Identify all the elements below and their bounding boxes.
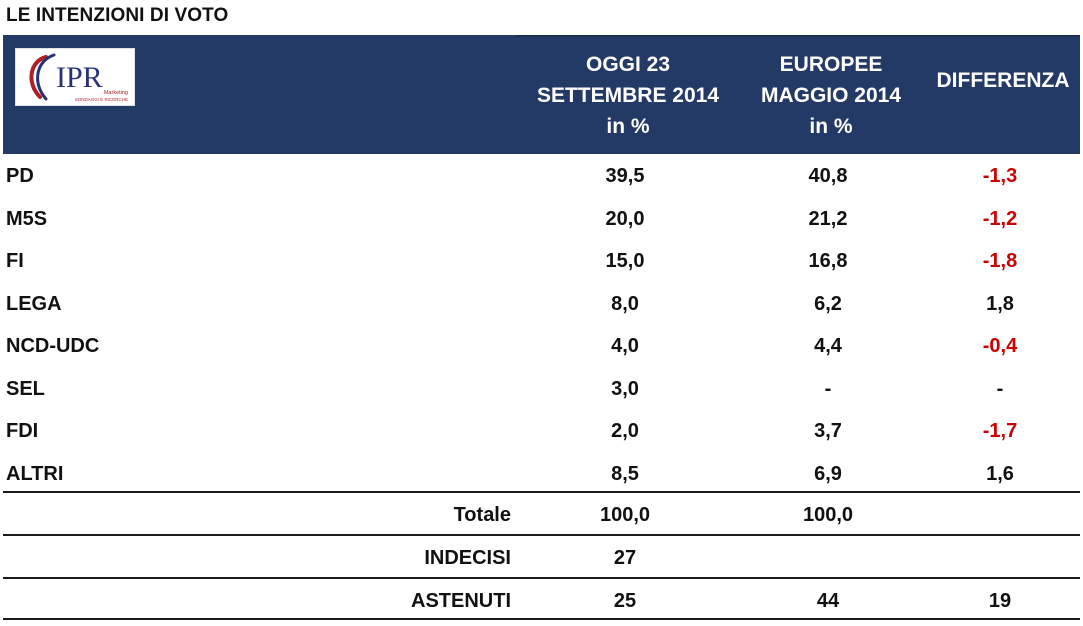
header-europee: EUROPEE MAGGIO 2014 in % [733,49,929,142]
separator-line [3,534,1080,536]
ipr-logo: IPR Marketing SONDAGGI E RICERCHE [15,48,135,106]
header-differenza: DIFFERENZA [936,69,1070,92]
separator-line [3,618,1080,620]
summary-label: Totale [453,504,511,526]
value-oggi: 2,0 [611,420,639,442]
summary-oggi: 25 [613,590,637,612]
header-top-rule [516,35,1080,37]
value-europee: 6,2 [814,292,842,315]
svg-text:Marketing: Marketing [104,90,128,96]
summary-row-indecisi: INDECISI 27 [0,539,1083,579]
value-europee: - [824,377,832,400]
header-oggi-line: SETTEMBRE 2014 [536,84,720,107]
summary-oggi: 100,0 [599,504,651,526]
value-oggi: 15,0 [605,250,645,272]
party-name: ALTRI [6,462,64,485]
summary-row-totale: Totale 100,0 100,0 [0,496,1083,536]
page-title: LE INTENZIONI DI VOTO [6,5,229,26]
table-row: FI 15,0 16,8 -1,8 [0,242,1083,284]
value-differenza: -0,4 [982,335,1018,357]
value-oggi: 20,0 [605,207,645,230]
value-oggi: 39,5 [605,165,645,187]
table-row: PD 39,5 40,8 -1,3 [0,157,1083,199]
separator-line [3,491,1080,493]
party-name: M5S [6,207,48,230]
value-europee: 4,4 [814,335,842,357]
party-name: SEL [6,377,45,400]
summary-europee: 100,0 [802,504,854,526]
header-europee-line: in % [809,115,853,138]
summary-diff: 19 [988,590,1012,612]
table-header: IPR Marketing SONDAGGI E RICERCHE OGGI 2… [3,35,1080,154]
table-row: FDI 2,0 3,7 -1,7 [0,412,1083,454]
value-oggi: 3,0 [611,377,639,400]
value-differenza: -1,2 [982,207,1018,230]
value-oggi: 8,5 [611,462,639,485]
party-name: LEGA [6,292,62,315]
separator-line [3,577,1080,579]
table-row: M5S 20,0 21,2 -1,2 [0,200,1083,242]
value-differenza: -1,8 [982,250,1018,272]
summary-row-astenuti: ASTENUTI 25 44 19 [0,582,1083,622]
header-europee-line: MAGGIO 2014 [760,84,902,107]
svg-text:SONDAGGI E RICERCHE: SONDAGGI E RICERCHE [75,97,128,102]
header-oggi-line: in % [606,115,650,138]
party-name: FI [6,250,24,272]
value-europee: 3,7 [814,420,842,442]
table-row: SEL 3,0 - - [0,370,1083,412]
table-row: LEGA 8,0 6,2 1,8 [0,285,1083,327]
header-oggi-line: OGGI 23 [585,53,671,76]
value-europee: 40,8 [808,165,848,187]
party-name: NCD-UDC [6,335,100,357]
table-row: NCD-UDC 4,0 4,4 -0,4 [0,327,1083,369]
value-differenza: -1,7 [982,420,1018,442]
summary-label: ASTENUTI [411,590,511,612]
value-europee: 21,2 [808,207,848,230]
party-name: PD [6,165,34,187]
svg-text:IPR: IPR [56,61,103,94]
header-europee-line: EUROPEE [779,53,883,76]
value-differenza: 1,8 [986,292,1014,315]
value-differenza: - [996,377,1004,400]
value-differenza: -1,3 [982,165,1018,187]
value-differenza: 1,6 [986,462,1014,485]
summary-label: INDECISI [424,547,511,569]
header-oggi: OGGI 23 SETTEMBRE 2014 in % [528,49,728,142]
party-name: FDI [6,420,39,442]
value-oggi: 8,0 [611,292,639,315]
value-oggi: 4,0 [611,335,639,357]
table-row: ALTRI 8,5 6,9 1,6 [0,455,1083,497]
value-europee: 6,9 [814,462,842,485]
summary-europee: 44 [816,590,840,612]
summary-oggi: 27 [613,547,637,569]
value-europee: 16,8 [808,250,848,272]
